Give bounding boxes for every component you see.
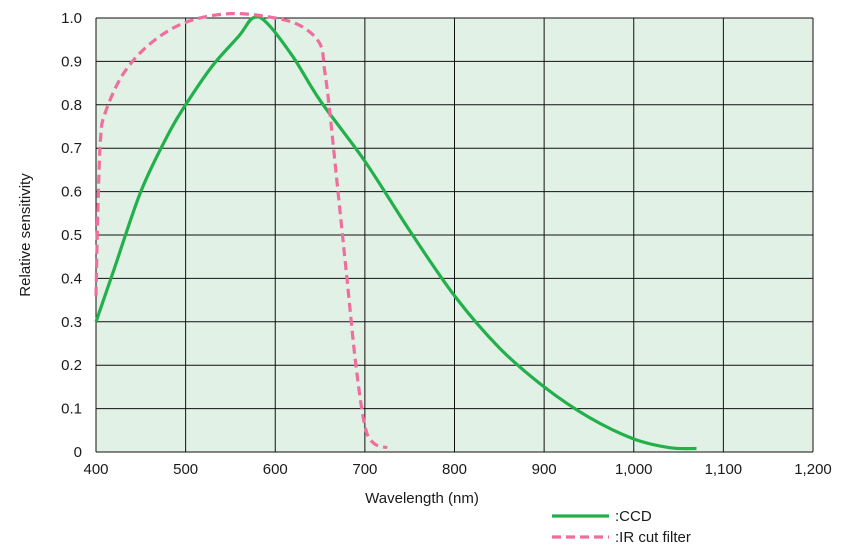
x-tick-label-4: 800 (442, 461, 467, 478)
y-tick-label-9: 0.9 (61, 53, 82, 70)
series-layer (94, 11, 697, 451)
y-tick-label-4: 0.4 (61, 270, 82, 287)
x-tick-label-8: 1,200 (794, 461, 832, 478)
y-tick-label-6: 0.6 (61, 184, 82, 201)
y-tick-label-3: 0.3 (61, 314, 82, 331)
x-axis-label: Wavelength (nm) (365, 490, 479, 507)
x-tick-label-3: 700 (352, 461, 377, 478)
y-tick-label-0: 0 (74, 444, 82, 461)
series-line-ccd (94, 15, 697, 451)
y-tick-label-1: 0.1 (61, 401, 82, 418)
grid (95, 17, 814, 453)
x-tick-label-7: 1,100 (705, 461, 743, 478)
y-tick-label-10: 1.0 (61, 10, 82, 27)
legend: :CCD :IR cut filter (552, 508, 691, 546)
x-tick-labels: 400 500 600 700 800 900 1,000 1,100 1,200 (83, 461, 831, 478)
series-line-ir-cut-filter (94, 11, 388, 450)
legend-label-ir-cut-filter: :IR cut filter (615, 529, 691, 546)
x-tick-label-2: 600 (263, 461, 288, 478)
y-tick-label-7: 0.7 (61, 140, 82, 157)
y-tick-labels: 0 0.1 0.2 0.3 0.4 0.5 0.6 0.7 0.8 0.9 1.0 (61, 10, 82, 461)
x-tick-label-6: 1,000 (615, 461, 653, 478)
y-tick-label-2: 0.2 (61, 357, 82, 374)
x-tick-label-1: 500 (173, 461, 198, 478)
y-tick-label-8: 0.8 (61, 97, 82, 114)
x-tick-label-0: 400 (83, 461, 108, 478)
x-tick-label-5: 900 (532, 461, 557, 478)
legend-label-ccd: :CCD (615, 508, 652, 525)
y-axis-label: Relative sensitivity (17, 173, 34, 297)
y-tick-label-5: 0.5 (61, 227, 82, 244)
